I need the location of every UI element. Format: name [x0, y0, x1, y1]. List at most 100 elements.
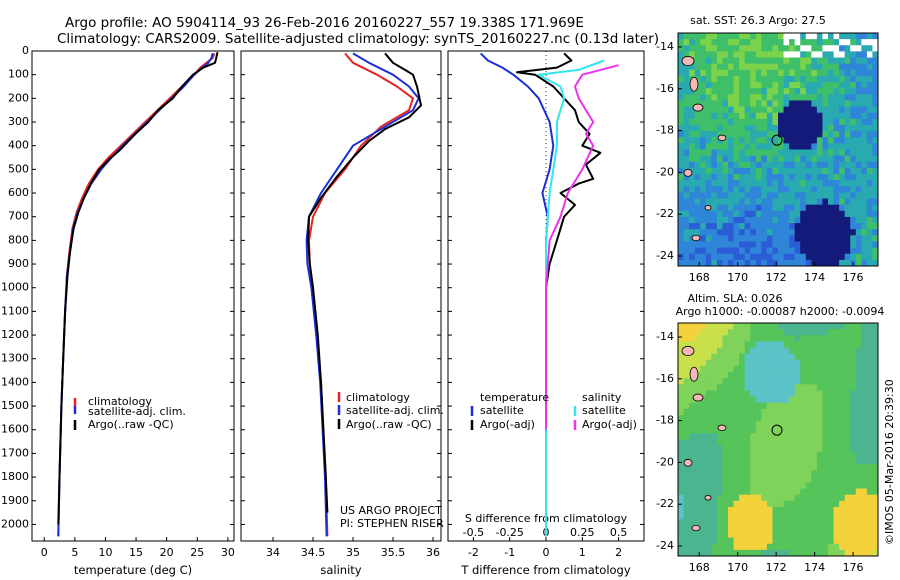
map-cell	[794, 174, 801, 181]
map-cell	[839, 100, 846, 108]
map-cell	[833, 359, 840, 367]
map-cell	[694, 161, 701, 169]
map-cell	[778, 329, 785, 336]
imos-credit: ©IMOS 05-Mar-2016 20:39:30	[883, 379, 896, 545]
map-cell	[794, 488, 801, 496]
map-cell	[789, 204, 796, 212]
map-cell	[822, 198, 829, 206]
island	[681, 345, 695, 357]
map-cell	[761, 51, 768, 59]
map-cell	[733, 45, 740, 52]
map-cell	[711, 118, 718, 126]
map-cell	[705, 94, 712, 101]
map-cell	[722, 470, 729, 477]
map-cell	[772, 51, 779, 59]
map-cell	[716, 118, 723, 126]
map-cell	[828, 69, 835, 77]
map-cell	[744, 106, 751, 114]
map-cell	[828, 223, 835, 230]
map-cell	[783, 131, 790, 138]
map-cell	[750, 192, 757, 200]
map-cell	[828, 100, 835, 108]
map-cell	[700, 39, 707, 46]
map-cell	[678, 451, 685, 459]
map-cell	[694, 433, 701, 440]
map-cell	[722, 549, 729, 557]
map-cell	[866, 51, 873, 59]
map-cell	[716, 353, 723, 361]
map-cell	[822, 378, 829, 385]
map-cell	[783, 143, 790, 150]
map-cell	[828, 124, 835, 132]
map-cell	[833, 155, 840, 163]
lat-tick-label: -18	[656, 414, 674, 427]
map-cell	[744, 543, 751, 551]
map-cell	[872, 329, 879, 336]
map-cell	[694, 155, 701, 163]
map-cell	[861, 118, 868, 126]
map-frame	[677, 32, 879, 267]
map-cell	[728, 75, 735, 83]
map-cell	[833, 549, 840, 557]
map-cell	[700, 439, 707, 447]
map-cell	[794, 494, 801, 502]
map-cell	[683, 112, 690, 120]
map-cell	[722, 186, 729, 193]
map-cell	[844, 118, 851, 126]
map-cell	[772, 445, 779, 453]
map-cell	[861, 353, 868, 361]
map-cell	[789, 192, 796, 200]
map-cell	[778, 408, 785, 416]
map-cell	[861, 45, 868, 52]
map-cell	[678, 421, 685, 428]
map-cell	[678, 464, 685, 471]
map-cell	[744, 45, 751, 52]
map-cell	[789, 408, 796, 416]
map-cell	[855, 143, 862, 150]
map-cell	[739, 365, 746, 373]
map-cell	[739, 241, 746, 249]
map-cell	[833, 259, 840, 267]
map-cell	[783, 488, 790, 496]
map-cell	[722, 88, 729, 95]
map-cell	[816, 75, 823, 83]
map-cell	[833, 323, 840, 330]
map-cell	[833, 457, 840, 465]
map-cell	[711, 247, 718, 255]
map-cell	[800, 253, 807, 261]
map-cell	[816, 124, 823, 132]
map-cell	[866, 402, 873, 410]
map-cell	[766, 414, 773, 422]
map-cell	[794, 45, 801, 52]
map-cell	[744, 408, 751, 416]
map-cell	[816, 421, 823, 428]
map-cell	[705, 186, 712, 193]
map-cell	[683, 131, 690, 138]
map-cell	[733, 223, 740, 230]
map-cell	[766, 359, 773, 367]
x-tick-label: 10	[98, 546, 112, 559]
map-cell	[844, 329, 851, 336]
map-cell	[772, 421, 779, 428]
map-cell	[828, 143, 835, 150]
map-cell	[683, 359, 690, 367]
map-cell	[750, 421, 757, 428]
map-cell	[805, 259, 812, 267]
map-cell	[844, 45, 851, 52]
depth-tick-label: 1500	[1, 399, 29, 412]
map-cell	[772, 365, 779, 373]
map-cell	[761, 106, 768, 114]
map-cell	[850, 174, 857, 181]
map-cell	[850, 445, 857, 453]
map-cell	[766, 186, 773, 193]
s-diff-tick-label: -0.5	[463, 526, 484, 539]
map-cell	[772, 174, 779, 181]
map-cell	[716, 378, 723, 385]
depth-tick-label: 400	[8, 139, 29, 152]
map-cell	[750, 457, 757, 465]
map-cell	[722, 51, 729, 59]
map-cell	[816, 347, 823, 355]
map-cell	[761, 33, 768, 40]
map-cell	[839, 143, 846, 150]
map-cell	[789, 161, 796, 169]
